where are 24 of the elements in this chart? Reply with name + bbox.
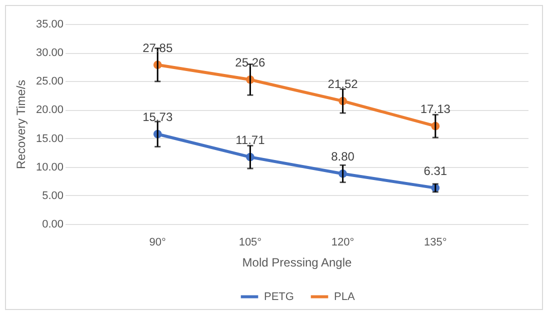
data-label: 21.52 <box>328 77 358 92</box>
x-tick-label: 105° <box>238 236 262 248</box>
y-tick-label: 5.00 <box>42 190 64 202</box>
y-tick-label: 35.00 <box>36 18 64 30</box>
data-label: 25.26 <box>235 56 266 70</box>
y-tick-label: 15.00 <box>36 132 64 145</box>
data-label: 6.31 <box>424 164 448 178</box>
y-tick-label: 20.00 <box>36 104 64 116</box>
data-label: 17.13 <box>420 102 451 116</box>
x-tick-label: 120° <box>331 236 354 248</box>
legend-label: PLA <box>334 290 356 303</box>
x-tick-label: 90° <box>149 236 166 248</box>
data-label: 15.73 <box>142 110 173 124</box>
x-tick-label: 135° <box>424 236 447 248</box>
x-axis-title: Mold Pressing Angle <box>242 256 352 270</box>
legend-label: PETG <box>264 290 294 303</box>
y-tick-label: 10.00 <box>36 161 64 174</box>
y-tick-label: 30.00 <box>36 47 64 60</box>
y-tick-label: 0.00 <box>42 218 64 230</box>
data-label: 8.80 <box>331 150 355 164</box>
y-tick-label: 25.00 <box>36 76 64 88</box>
data-label: 27.85 <box>142 40 173 55</box>
data-label: 11.71 <box>236 133 266 148</box>
y-axis-title: Recovery Time/s <box>14 80 28 170</box>
